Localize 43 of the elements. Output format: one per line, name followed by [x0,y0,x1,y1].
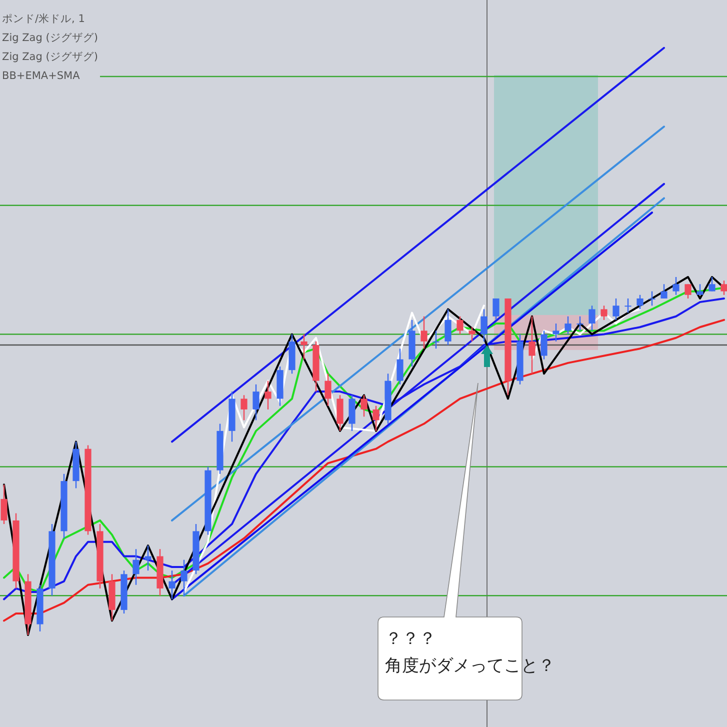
candlestick [660,284,668,300]
candlestick [360,394,368,418]
candlestick [612,298,620,321]
candlestick [0,484,8,525]
candlestick [468,326,476,342]
candlestick [492,298,500,321]
candlestick [696,284,704,296]
candlestick [420,316,428,350]
candlestick [684,284,692,300]
candlestick [144,544,152,572]
candlestick [432,330,440,350]
candlestick [372,405,380,432]
candlestick [720,280,727,296]
candlestick [456,316,464,335]
text: Zig Zag (ジグザグ) [2,32,98,44]
candlestick [396,348,404,385]
candlestick [540,330,548,360]
candlestick [648,290,656,306]
candlestick [444,308,452,346]
candlestick [528,316,536,374]
chart-title: ポンド/米ドル, 1 [2,12,85,25]
candlestick [588,305,596,332]
annotation: ？？？ [385,629,436,649]
candlestick [600,305,608,321]
candlestick [180,559,188,596]
text: 角度がダメってこと？ [385,656,555,676]
candlestick [324,373,332,406]
text: BB+EMA+SMA [2,70,81,82]
candlestick [552,322,560,342]
text: Zig Zag (ジグザグ) [2,51,98,63]
candlestick [624,298,632,314]
candlestick [132,548,140,586]
candlestick [252,384,260,421]
candlestick [672,276,680,296]
candlestick [300,334,308,360]
candlestick [708,276,716,292]
candlestick [636,294,644,310]
candlestick [168,570,176,600]
candlestick [564,316,572,335]
candlestick [240,394,248,421]
candlestick [480,308,488,342]
candlestick [576,316,584,332]
candlestick [264,380,272,410]
